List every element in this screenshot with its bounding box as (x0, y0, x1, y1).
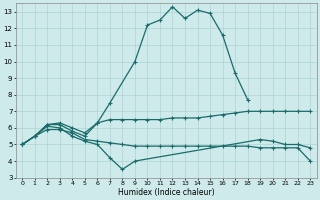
X-axis label: Humidex (Indice chaleur): Humidex (Indice chaleur) (118, 188, 214, 197)
